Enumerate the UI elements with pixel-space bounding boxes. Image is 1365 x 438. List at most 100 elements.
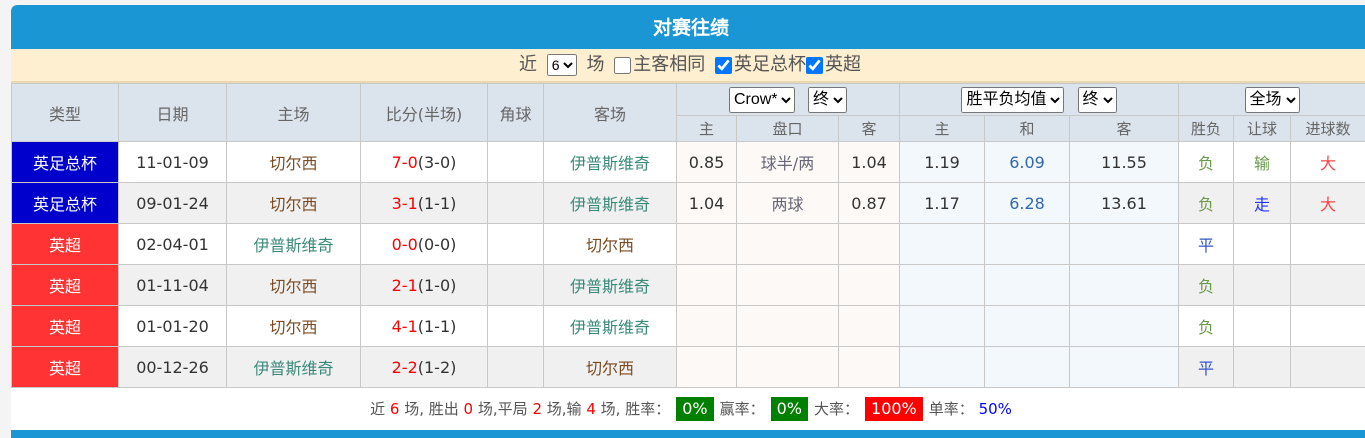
full-time-score: 2-1: [391, 275, 418, 295]
home-team[interactable]: 伊普斯维奇: [226, 223, 361, 265]
away-team[interactable]: 伊普斯维奇: [543, 305, 677, 347]
table-row[interactable]: 英超 01-01-20 切尔西 4-1(1-1) 伊普斯维奇 负: [11, 305, 1365, 347]
home-team[interactable]: 切尔西: [226, 141, 361, 183]
asian-home-odds: [676, 223, 737, 265]
odd-rate: 50%: [978, 400, 1012, 418]
col-score: 比分(半场): [360, 83, 488, 142]
col-type: 类型: [11, 83, 119, 142]
goals-result: [1290, 305, 1365, 347]
handicap-result: 走: [1233, 182, 1291, 224]
cover-rate-badge: 0%: [770, 397, 808, 421]
euro-home-odds: 1.19: [899, 141, 985, 183]
near-label: 近: [519, 54, 538, 75]
table-row[interactable]: 英超 02-04-01 伊普斯维奇 0-0(0-0) 切尔西 平: [11, 223, 1365, 265]
home-team[interactable]: 切尔西: [226, 182, 361, 224]
results-table: 类型 日期 主场 比分(半场) 角球 客场 Crow* 终 胜平负均值 终 全场…: [11, 83, 1365, 388]
half-time-score: (3-0): [417, 152, 457, 172]
handicap-line: [736, 223, 839, 265]
odds-type-select[interactable]: 胜平负均值: [961, 86, 1065, 113]
win-loss: 平: [1178, 346, 1234, 388]
match-count-select[interactable]: 6: [546, 54, 577, 76]
summary-text: 大率：: [814, 400, 860, 418]
panel-title: 对赛往绩: [11, 5, 1365, 49]
subheader: 盘口: [736, 115, 839, 142]
match-type[interactable]: 英超: [11, 223, 119, 265]
match-type[interactable]: 英超: [11, 264, 119, 306]
away-team[interactable]: 切尔西: [543, 223, 677, 265]
corners: [487, 182, 544, 224]
company-select[interactable]: Crow*: [728, 86, 795, 113]
full-time-score: 7-0: [391, 152, 418, 172]
full-time-score: 4-1: [391, 316, 418, 336]
table-row[interactable]: 英超 00-12-26 伊普斯维奇 2-2(1-2) 切尔西 平: [11, 346, 1365, 388]
match-type[interactable]: 英超: [11, 305, 119, 347]
unit-label: 场: [586, 54, 605, 75]
summary-text: 单率：: [928, 400, 974, 418]
table-row[interactable]: 英足总杯 09-01-24 切尔西 3-1(1-1) 伊普斯维奇 1.04 两球…: [11, 182, 1365, 224]
away-team[interactable]: 伊普斯维奇: [543, 182, 677, 224]
handicap-result: 输: [1233, 141, 1291, 183]
col-date: 日期: [118, 83, 227, 142]
league2-checkbox[interactable]: [805, 56, 823, 74]
win-rate-badge: 0%: [676, 397, 714, 421]
asian-away-odds: [838, 346, 900, 388]
win-loss: 负: [1178, 182, 1234, 224]
summary-text: 场,输: [546, 400, 582, 418]
bottom-bar: [11, 430, 1365, 438]
euro-draw-odds: [984, 223, 1070, 265]
euro-draw-odds: [984, 346, 1070, 388]
asian-odds-header: Crow* 终: [676, 83, 900, 116]
away-team[interactable]: 伊普斯维奇: [543, 141, 677, 183]
goals-result: 大: [1290, 182, 1365, 224]
asian-home-odds: 1.04: [676, 182, 737, 224]
corners: [487, 305, 544, 347]
handicap-line: [736, 346, 839, 388]
asian-away-odds: 0.87: [838, 182, 900, 224]
scope-select[interactable]: 全场: [1244, 86, 1300, 113]
match-type[interactable]: 英足总杯: [11, 141, 119, 183]
corners: [487, 141, 544, 183]
goals-result: [1290, 264, 1365, 306]
asian-away-odds: [838, 264, 900, 306]
euro-away-odds: [1069, 264, 1179, 306]
goals-result: [1290, 346, 1365, 388]
euro-stage-select[interactable]: 终: [1077, 86, 1117, 113]
handicap-line: 球半/两: [736, 141, 839, 183]
score: 2-1(1-0): [360, 264, 488, 306]
wins-count: 0: [463, 400, 474, 418]
euro-home-odds: 1.17: [899, 182, 985, 224]
full-time-score: 0-0: [391, 234, 418, 254]
league1-checkbox[interactable]: [714, 56, 732, 74]
league1-label: 英足总杯: [733, 54, 806, 75]
table-row[interactable]: 英足总杯 11-01-09 切尔西 7-0(3-0) 伊普斯维奇 0.85 球半…: [11, 141, 1365, 183]
euro-draw-odds: [984, 305, 1070, 347]
same-home-away-checkbox[interactable]: [614, 56, 632, 74]
win-loss: 负: [1178, 141, 1234, 183]
win-loss: 负: [1178, 305, 1234, 347]
home-team[interactable]: 伊普斯维奇: [226, 346, 361, 388]
summary-text: 场,平局: [477, 400, 528, 418]
col-corner: 角球: [487, 83, 544, 142]
match-date: 01-11-04: [118, 264, 227, 306]
match-type[interactable]: 英足总杯: [11, 182, 119, 224]
euro-home-odds: [899, 264, 985, 306]
home-team[interactable]: 切尔西: [226, 305, 361, 347]
handicap-line: [736, 305, 839, 347]
table-row[interactable]: 英超 01-11-04 切尔西 2-1(1-0) 伊普斯维奇 负: [11, 264, 1365, 306]
corners: [487, 223, 544, 265]
euro-home-odds: [899, 223, 985, 265]
match-date: 02-04-01: [118, 223, 227, 265]
home-team[interactable]: 切尔西: [226, 264, 361, 306]
away-team[interactable]: 伊普斯维奇: [543, 264, 677, 306]
euro-odds-header: 胜平负均值 终: [899, 83, 1179, 116]
euro-draw-odds: 6.09: [984, 141, 1070, 183]
score: 7-0(3-0): [360, 141, 488, 183]
handicap-result: [1233, 305, 1291, 347]
match-date: 01-01-20: [118, 305, 227, 347]
away-team[interactable]: 切尔西: [543, 346, 677, 388]
match-type[interactable]: 英超: [11, 346, 119, 388]
asian-away-odds: [838, 223, 900, 265]
subheader: 客: [838, 115, 900, 142]
handicap-result: [1233, 223, 1291, 265]
asian-stage-select[interactable]: 终: [808, 86, 848, 113]
